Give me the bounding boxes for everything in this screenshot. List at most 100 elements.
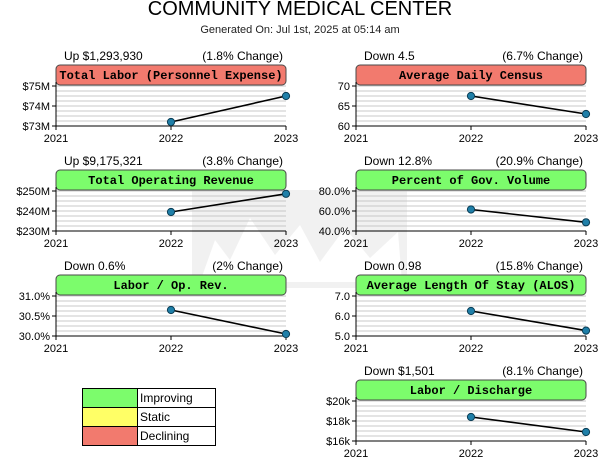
x-tick-label: 2022 (459, 238, 483, 250)
data-point (466, 205, 476, 214)
y-tick-label: 65 (338, 101, 350, 113)
series-line (470, 310, 587, 332)
chart-summary: Down 4.5 (364, 49, 415, 63)
y-tick-label: 5.0 (335, 331, 350, 343)
y-tick-label: 31.0% (19, 291, 50, 303)
page-title: COMMUNITY MEDICAL CENTER (147, 0, 453, 20)
y-tick-label: 70 (338, 81, 350, 93)
y-tick-label: $18k (326, 416, 350, 428)
y-tick-label: 60 (338, 121, 350, 133)
y-tick-label: 80.0% (319, 186, 350, 198)
chart-title-bar (355, 379, 587, 401)
x-tick-label: 2021 (344, 133, 368, 145)
data-point (581, 427, 591, 437)
data-point (466, 412, 476, 422)
x-tick-label: 2022 (159, 238, 183, 250)
y-tick-label: 30.0% (19, 331, 50, 343)
watermark-image (192, 190, 407, 288)
chart-change: (6.7% Change) (502, 49, 583, 63)
series-line (470, 208, 587, 224)
x-tick-label: 2023 (574, 238, 598, 250)
x-tick-label: 2023 (574, 133, 598, 145)
chart-title: Total Labor (Personnel Expense) (59, 69, 282, 83)
x-tick-label: 2021 (44, 343, 68, 355)
x-tick-label: 2022 (459, 448, 483, 460)
data-point (281, 329, 291, 339)
chart-title-bar (55, 274, 287, 296)
chart-title-bar (355, 169, 587, 191)
chart-title: Total Operating Revenue (88, 174, 254, 188)
y-tick-label: $20k (326, 396, 350, 408)
legend-item: Declining (82, 426, 216, 446)
chart-change: (20.9% Change) (496, 154, 583, 168)
chart-summary: Down 12.8% (364, 154, 432, 168)
legend-item: Improving (82, 388, 216, 407)
x-tick-label: 2021 (44, 133, 68, 145)
data-point (281, 189, 291, 198)
x-tick-label: 2023 (274, 238, 298, 250)
chart-summary: Down 0.98 (364, 259, 422, 273)
chart-title: Average Length Of Stay (ALOS) (367, 279, 576, 293)
y-tick-label: 7.0 (335, 291, 350, 303)
x-tick-label: 2021 (344, 238, 368, 250)
legend-item: Static (82, 407, 216, 426)
data-point (581, 109, 591, 119)
chart-summary: Down 0.6% (64, 259, 126, 273)
data-point (166, 305, 176, 315)
y-tick-label: 40.0% (319, 226, 350, 238)
series-line (470, 95, 587, 115)
x-tick-label: 2021 (44, 238, 68, 250)
y-tick-label: $250M (16, 186, 50, 198)
chart-title-bar (55, 64, 287, 86)
legend: Improving Static Declining (82, 388, 216, 446)
chart-title-bar (55, 169, 287, 191)
x-tick-label: 2022 (159, 343, 183, 355)
data-point (166, 117, 176, 127)
chart-summary: Up $1,293,930 (64, 49, 143, 63)
y-tick-label: $73M (22, 121, 50, 133)
y-tick-label: $74M (22, 101, 50, 113)
chart-title: Labor / Discharge (410, 384, 532, 398)
y-tick-label: 6.0 (335, 311, 350, 323)
chart-summary: Down $1,501 (364, 364, 435, 378)
data-point (466, 306, 476, 316)
chart-change: (15.8% Change) (496, 259, 583, 273)
chart-title-bar (355, 64, 587, 86)
x-tick-label: 2022 (459, 133, 483, 145)
x-tick-label: 2023 (274, 133, 298, 145)
legend-swatch (83, 427, 138, 445)
y-tick-label: 30.5% (19, 311, 50, 323)
x-tick-label: 2022 (459, 343, 483, 355)
x-tick-label: 2023 (574, 448, 598, 460)
x-tick-label: 2022 (159, 133, 183, 145)
legend-label: Declining (140, 429, 190, 443)
chart-change: (2% Change) (212, 259, 283, 273)
data-point (581, 326, 591, 335)
data-point (466, 91, 476, 101)
y-tick-label: $16k (326, 436, 350, 448)
y-tick-label: $230M (16, 226, 50, 238)
x-tick-label: 2023 (274, 343, 298, 355)
x-tick-label: 2023 (574, 343, 598, 355)
data-point (581, 218, 591, 227)
page-subtitle: Generated On: Jul 1st, 2025 at 05:14 am (200, 24, 400, 36)
series-line (170, 309, 287, 335)
chart-change: (1.8% Change) (202, 49, 283, 63)
data-point (281, 91, 291, 101)
y-tick-label: $240M (16, 206, 50, 218)
series-line (170, 95, 287, 123)
chart-change: (3.8% Change) (202, 154, 283, 168)
y-tick-label: $75M (22, 81, 50, 93)
data-point (166, 207, 176, 217)
legend-label: Improving (140, 391, 193, 405)
legend-swatch (83, 408, 138, 426)
x-tick-label: 2021 (344, 343, 368, 355)
y-tick-label: 60.0% (319, 206, 350, 218)
legend-swatch (83, 389, 138, 407)
chart-summary: Up $9,175,321 (64, 154, 143, 168)
series-line (170, 193, 287, 213)
chart-title-bar (355, 274, 587, 296)
legend-label: Static (140, 410, 171, 424)
chart-title: Average Daily Census (399, 69, 543, 83)
chart-title: Labor / Op. Rev. (113, 279, 228, 293)
